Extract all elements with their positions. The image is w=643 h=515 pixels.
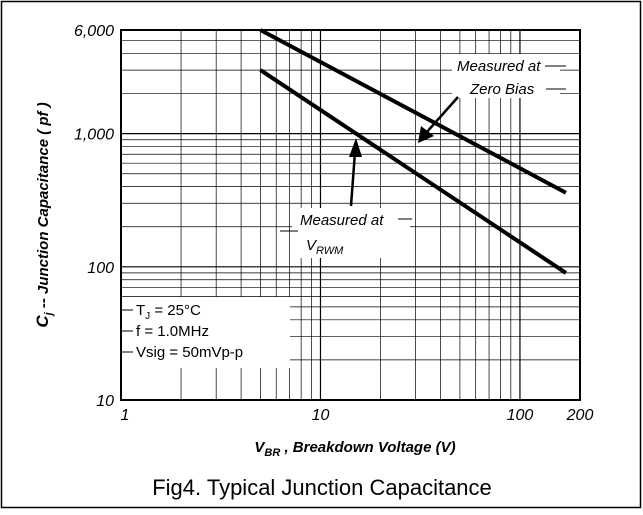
- lines: [259, 28, 568, 275]
- condition-part: = 25°C: [150, 302, 201, 319]
- x-label-sub: BR: [264, 447, 280, 459]
- x-label-part: , Breakdown Voltage (V): [280, 439, 455, 456]
- x-axis-label: VBR , Breakdown Voltage (V): [254, 439, 455, 459]
- y-tick-label: 6,000: [74, 23, 114, 40]
- x-tick-label: 100: [507, 407, 534, 424]
- plot-frame: [120, 29, 581, 401]
- condition-text: Vsig = 50mVp-p: [136, 344, 243, 361]
- condition-text: TJ = 25°C: [136, 302, 201, 322]
- y-tick-label: 100: [87, 260, 114, 277]
- annotation-text: Measured at: [300, 212, 384, 229]
- label-background: [292, 208, 410, 258]
- y-axis-label: Cj -- Junction Capacitance ( pf ): [33, 102, 55, 327]
- caption: Fig4. Typical Junction Capacitance: [152, 475, 492, 500]
- y-label-part: -- Junction Capacitance ( pf ): [35, 102, 52, 312]
- arrow-shaft: [425, 96, 459, 134]
- data-line: [259, 68, 568, 275]
- y-label-sub: j: [43, 311, 55, 317]
- annotation-symbol-main: V: [306, 237, 318, 254]
- arrow-head: [418, 126, 434, 143]
- condition-sub: J: [145, 311, 150, 322]
- x-tick-label: 1: [121, 407, 130, 424]
- data-line: [259, 28, 567, 195]
- label-background: [452, 54, 560, 98]
- conditions-box: [122, 297, 290, 368]
- x-label-part: V: [254, 439, 266, 456]
- arrow-head: [349, 138, 362, 157]
- x-tick-label: 10: [312, 407, 330, 424]
- overlay: Measured at Zero Bias Measured at VRWM TJ = …: [121, 54, 566, 368]
- arrow-shaft: [349, 151, 357, 207]
- annotation-symbol: VRWM: [306, 237, 344, 257]
- y-label-part: C: [33, 315, 52, 328]
- condition-text: f = 1.0MHz: [136, 323, 209, 340]
- y-tick-label: 10: [96, 393, 114, 410]
- y-tick-label: 1,000: [74, 127, 114, 144]
- x-tick-label: 200: [566, 407, 594, 424]
- annotation-text: Zero Bias: [469, 81, 535, 98]
- annotation-symbol-sub: RWM: [316, 245, 344, 257]
- condition-part: T: [136, 302, 145, 319]
- annotation-text: Measured at: [457, 58, 541, 75]
